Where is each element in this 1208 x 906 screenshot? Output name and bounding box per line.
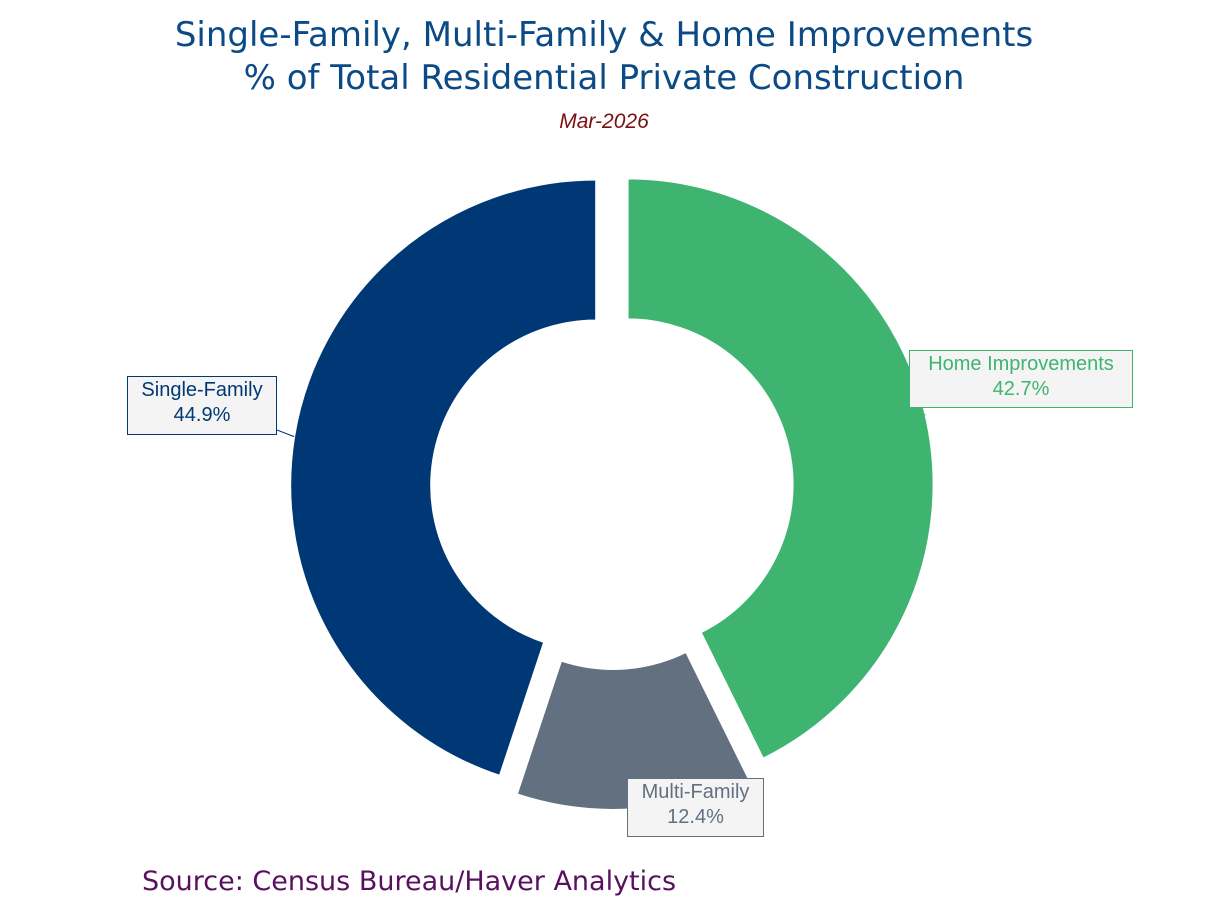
- slice-label-value: 44.9%: [173, 404, 231, 426]
- donut-slice-single-family: [289, 178, 598, 778]
- chart-title-line-1: Single-Family, Multi-Family & Home Impro…: [174, 15, 1034, 55]
- chart-title: Single-Family, Multi-Family & Home Impro…: [0, 14, 1208, 100]
- source-note: Source: Census Bureau/Haver Analytics: [142, 866, 677, 897]
- slice-label-value: 12.4%: [667, 806, 724, 828]
- donut-slice-home-improvements: [626, 177, 935, 761]
- leader-line-single-family: [276, 429, 295, 438]
- slice-label-name: Home Improvements: [928, 353, 1114, 375]
- slice-label-name: Multi-Family: [641, 781, 750, 803]
- chart-subtitle: Mar-2026: [559, 110, 649, 133]
- slice-label-value: 42.7%: [992, 378, 1050, 400]
- slice-label-name: Single-Family: [141, 379, 263, 401]
- slice-label-home-improvements: Home Improvements 42.7%: [909, 350, 1133, 408]
- chart-title-line-2: % of Total Residential Private Construct…: [243, 58, 965, 98]
- leader-line-home-improvements: [909, 411, 926, 416]
- slice-label-multi-family: Multi-Family 12.4%: [627, 778, 764, 837]
- slice-label-single-family: Single-Family 44.9%: [127, 376, 277, 435]
